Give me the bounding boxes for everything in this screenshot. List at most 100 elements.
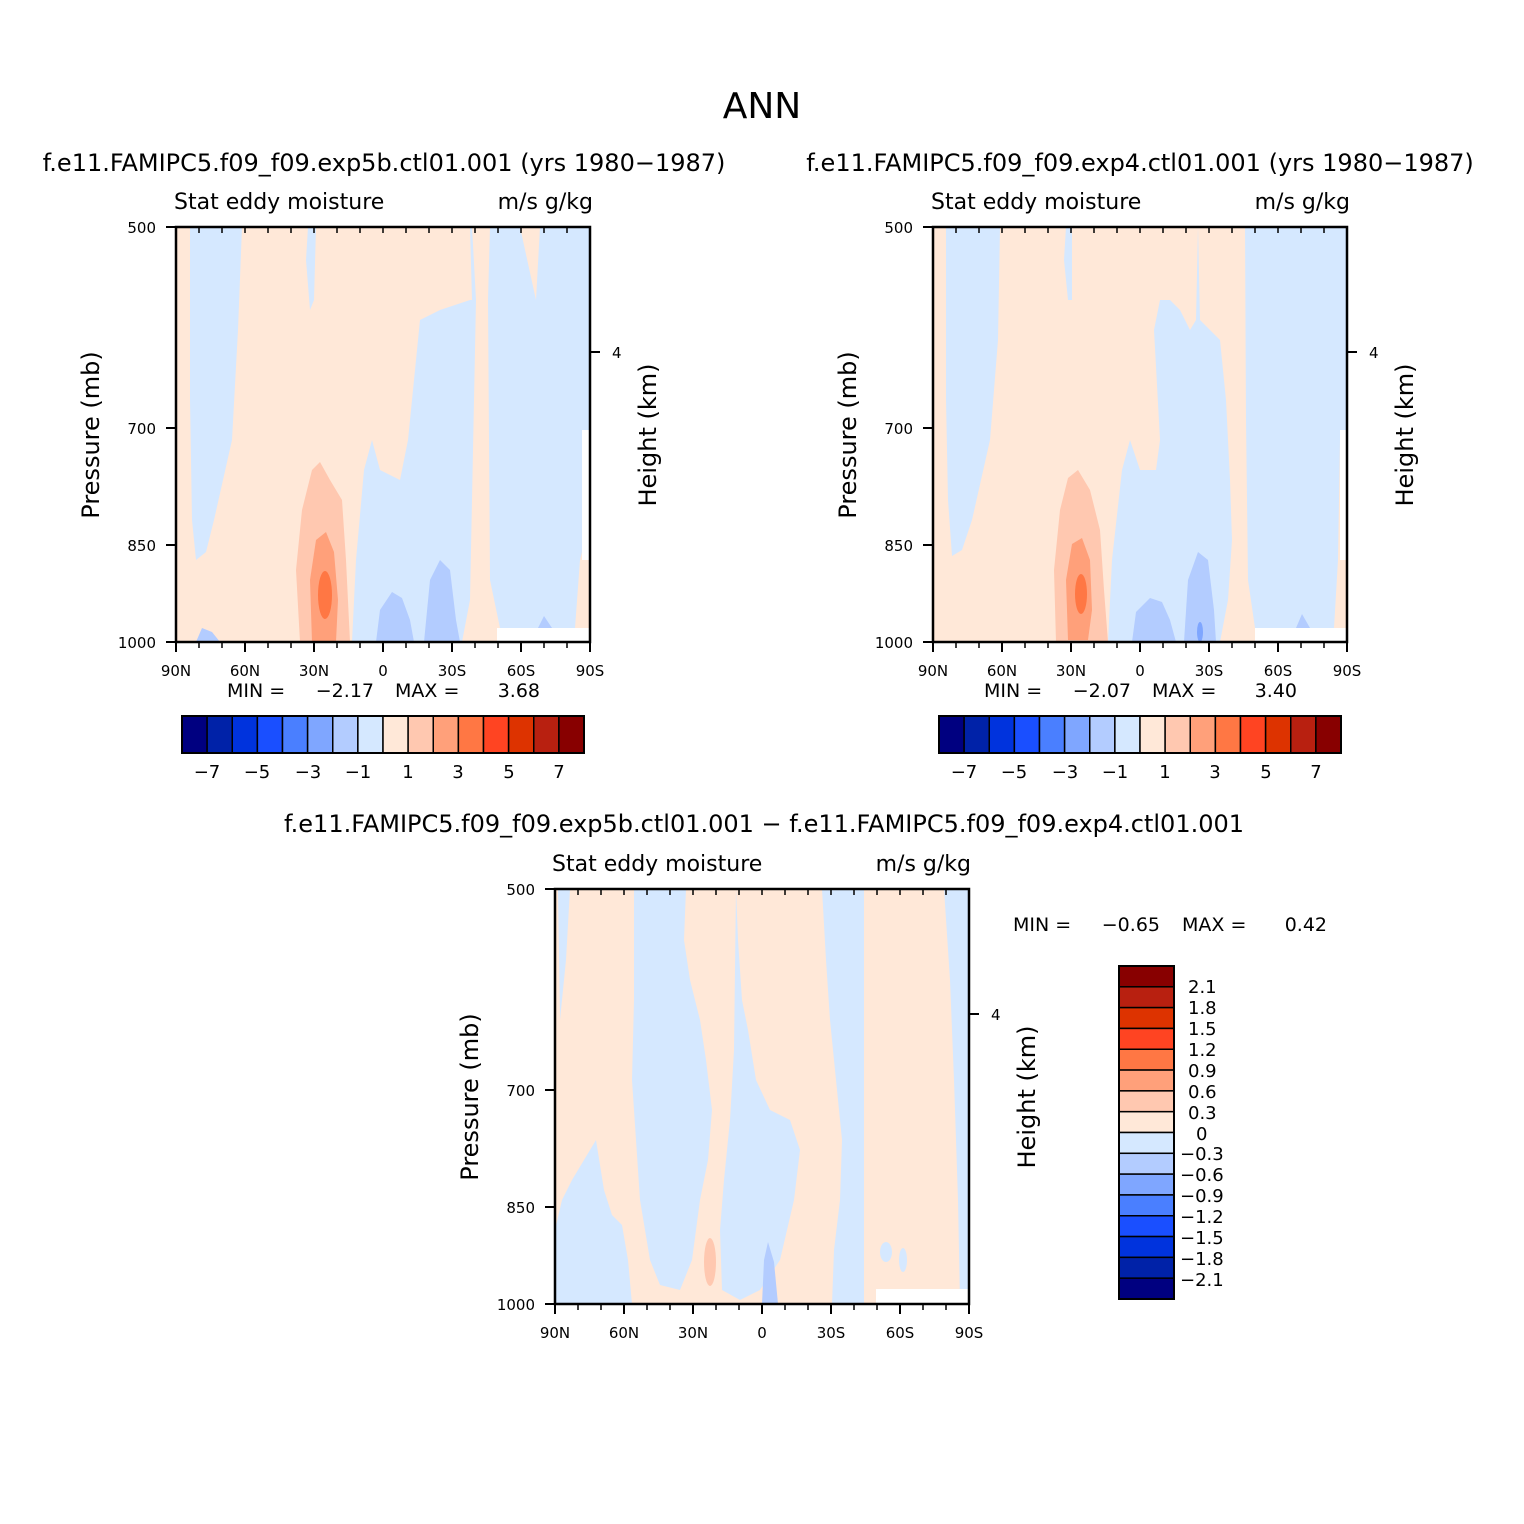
figure-title: ANN	[723, 86, 802, 127]
panel-2-x-tick-label: 30N	[1056, 662, 1086, 680]
panel-2-y-tick-label: 700	[884, 420, 913, 438]
panel-1-max-value: 3.68	[498, 680, 540, 702]
panel-1-colorbar-label: 5	[503, 762, 514, 783]
colorbar-box	[382, 715, 409, 754]
panel-1-x-tick-label: 60N	[230, 662, 260, 680]
panel-3-colorbar-label: −2.1	[1180, 1270, 1224, 1291]
panel-3-colorbar-label: −1.5	[1180, 1228, 1224, 1249]
panel-1-x-tick-label: 90S	[576, 662, 605, 680]
colorbar-box	[1315, 715, 1342, 754]
colorbar-box	[1013, 715, 1041, 754]
colorbar-box	[1118, 1110, 1175, 1134]
panel-1-blue-edge	[196, 628, 220, 642]
panel-3-colorbar-label: 0	[1196, 1124, 1207, 1145]
panel-2-x-tick-label: 90S	[1333, 662, 1362, 680]
panel-1-x-tick-label: 30N	[299, 662, 329, 680]
panel-2-white-edge2	[1340, 430, 1347, 560]
panel-2-right-tick-label: 4	[1369, 344, 1379, 362]
colorbar-box	[206, 715, 233, 754]
panel-3-colorbar-frame	[1118, 965, 1175, 1300]
panel-3-colorbar-label: 2.1	[1188, 977, 1217, 998]
panel-1-colorbar-label: 1	[402, 762, 413, 783]
colorbar-box	[1290, 715, 1317, 754]
panel-2-blue-tropics	[1064, 227, 1072, 300]
colorbar-box	[1264, 715, 1292, 754]
panel-2-colorbar-label: −1	[1102, 762, 1129, 783]
panel-2-title: f.e11.FAMIPC5.f09_f09.exp4.ctl01.001 (yr…	[806, 149, 1474, 177]
panel-3-x-tick-label: 90S	[955, 1324, 984, 1342]
panel-2-colorbar-boxes	[938, 715, 1342, 754]
panel-2-y-ticks: 500 700 850 1000 4	[875, 219, 1379, 652]
panel-1-blue-edge2	[538, 616, 552, 628]
panel-3-max-label: MAX =	[1182, 914, 1246, 936]
colorbar-box	[1118, 1131, 1175, 1155]
colorbar-box	[1118, 1027, 1175, 1050]
panel-3-x-tick-label: 60N	[609, 1324, 639, 1342]
colorbar-box	[1239, 715, 1267, 754]
panel-3-colorbar: 2.1 1.8 1.5 1.2 0.9 0.6 0.3 0 −0.3 −0.6 …	[1118, 965, 1224, 1300]
panel-2-blue-edge	[1296, 614, 1310, 628]
panel-3-field	[553, 887, 971, 1306]
panel-3-colorbar-label: 1.8	[1188, 998, 1217, 1019]
colorbar-box	[1118, 986, 1175, 1009]
panel-1-white-edge	[497, 628, 590, 642]
colorbar-box	[1118, 1152, 1175, 1175]
colorbar-box	[407, 715, 434, 754]
panel-2-field	[931, 225, 1349, 644]
panel-3-colorbar-label: −1.2	[1180, 1207, 1224, 1228]
panel-3-max-value: 0.42	[1285, 914, 1327, 936]
panel-1-blue-north	[190, 227, 242, 560]
colorbar-box	[1139, 715, 1166, 754]
panel-2-x-tick-label: 0	[1135, 662, 1145, 680]
panel-3-x-tick-label: 60S	[886, 1324, 915, 1342]
colorbar-box	[1118, 1090, 1175, 1113]
colorbar-box	[181, 715, 208, 754]
panel-2-colorbar-label: −3	[1052, 762, 1079, 783]
panel-3-colorbar-label: −0.6	[1180, 1165, 1224, 1186]
colorbar-box	[281, 715, 309, 754]
panel-1-colorbar-label: −5	[244, 762, 271, 783]
panel-2-colorbar-label: 3	[1209, 762, 1220, 783]
panel-3-y-tick-label: 1000	[497, 1296, 535, 1314]
panel-2-stats: MIN = −2.07 MAX = 3.40	[984, 680, 1297, 702]
panel-3-colorbar-label: −0.3	[1180, 1144, 1224, 1165]
panel-3-y-tick-label: 700	[506, 1082, 535, 1100]
colorbar-box	[533, 715, 560, 754]
panel-3-colorbar-label: 0.9	[1188, 1061, 1217, 1082]
panel-1-x-tick-label: 60S	[507, 662, 536, 680]
panel-1-x-tick-label: 0	[378, 662, 388, 680]
panel-1-white-edge2	[582, 430, 590, 560]
colorbar-box	[457, 715, 485, 754]
panel-3-colorbar-label: 1.5	[1188, 1019, 1217, 1040]
panel-3-subtitle-right: m/s g/kg	[876, 852, 971, 877]
panel-1-colorbar-label: −3	[295, 762, 322, 783]
panel-2-subtitle-right: m/s g/kg	[1255, 190, 1350, 215]
panel-2-min-value: −2.07	[1073, 680, 1131, 702]
panel-3-white-edge	[876, 1289, 969, 1304]
panel-difference: f.e11.FAMIPC5.f09_f09.exp5b.ctl01.001 − …	[284, 810, 1327, 1342]
panel-1-colorbar-boxes	[181, 715, 585, 754]
panel-1-title: f.e11.FAMIPC5.f09_f09.exp5b.ctl01.001 (y…	[43, 149, 726, 177]
panel-3-y-tick-label: 500	[506, 881, 535, 899]
panel-3-blue-far-south	[944, 889, 969, 1304]
colorbar-box	[1118, 1256, 1175, 1279]
panel-3-y-ticks: 500 700 850 1000 4	[497, 881, 1001, 1314]
panel-3-blue-dot-2	[899, 1248, 907, 1272]
panel-control-1: f.e11.FAMIPC5.f09_f09.exp5b.ctl01.001 (y…	[43, 149, 726, 783]
panel-1-ylabel-right: Height (km)	[634, 364, 662, 507]
panel-2-min-label: MIN =	[984, 680, 1042, 702]
colorbar-box	[1118, 1194, 1175, 1217]
colorbar-box	[1214, 715, 1242, 754]
panel-3-right-tick-label: 4	[991, 1006, 1001, 1024]
colorbar-box	[1118, 1215, 1175, 1238]
colorbar-box	[306, 715, 334, 754]
panel-2-colorbar-label: −7	[951, 762, 978, 783]
colorbar-box	[256, 715, 284, 754]
colorbar-box	[1118, 1069, 1175, 1092]
panel-2-ylabel: Pressure (mb)	[834, 351, 862, 518]
panel-3-colorbar-label: −1.8	[1180, 1249, 1224, 1270]
panel-2-colorbar-label: 7	[1310, 762, 1321, 783]
colorbar-box	[1118, 1277, 1175, 1300]
panel-3-x-ticks: 90N 60N 30N 0 30S 60S 90S	[540, 1304, 983, 1342]
panel-1-min-label: MIN =	[227, 680, 285, 702]
